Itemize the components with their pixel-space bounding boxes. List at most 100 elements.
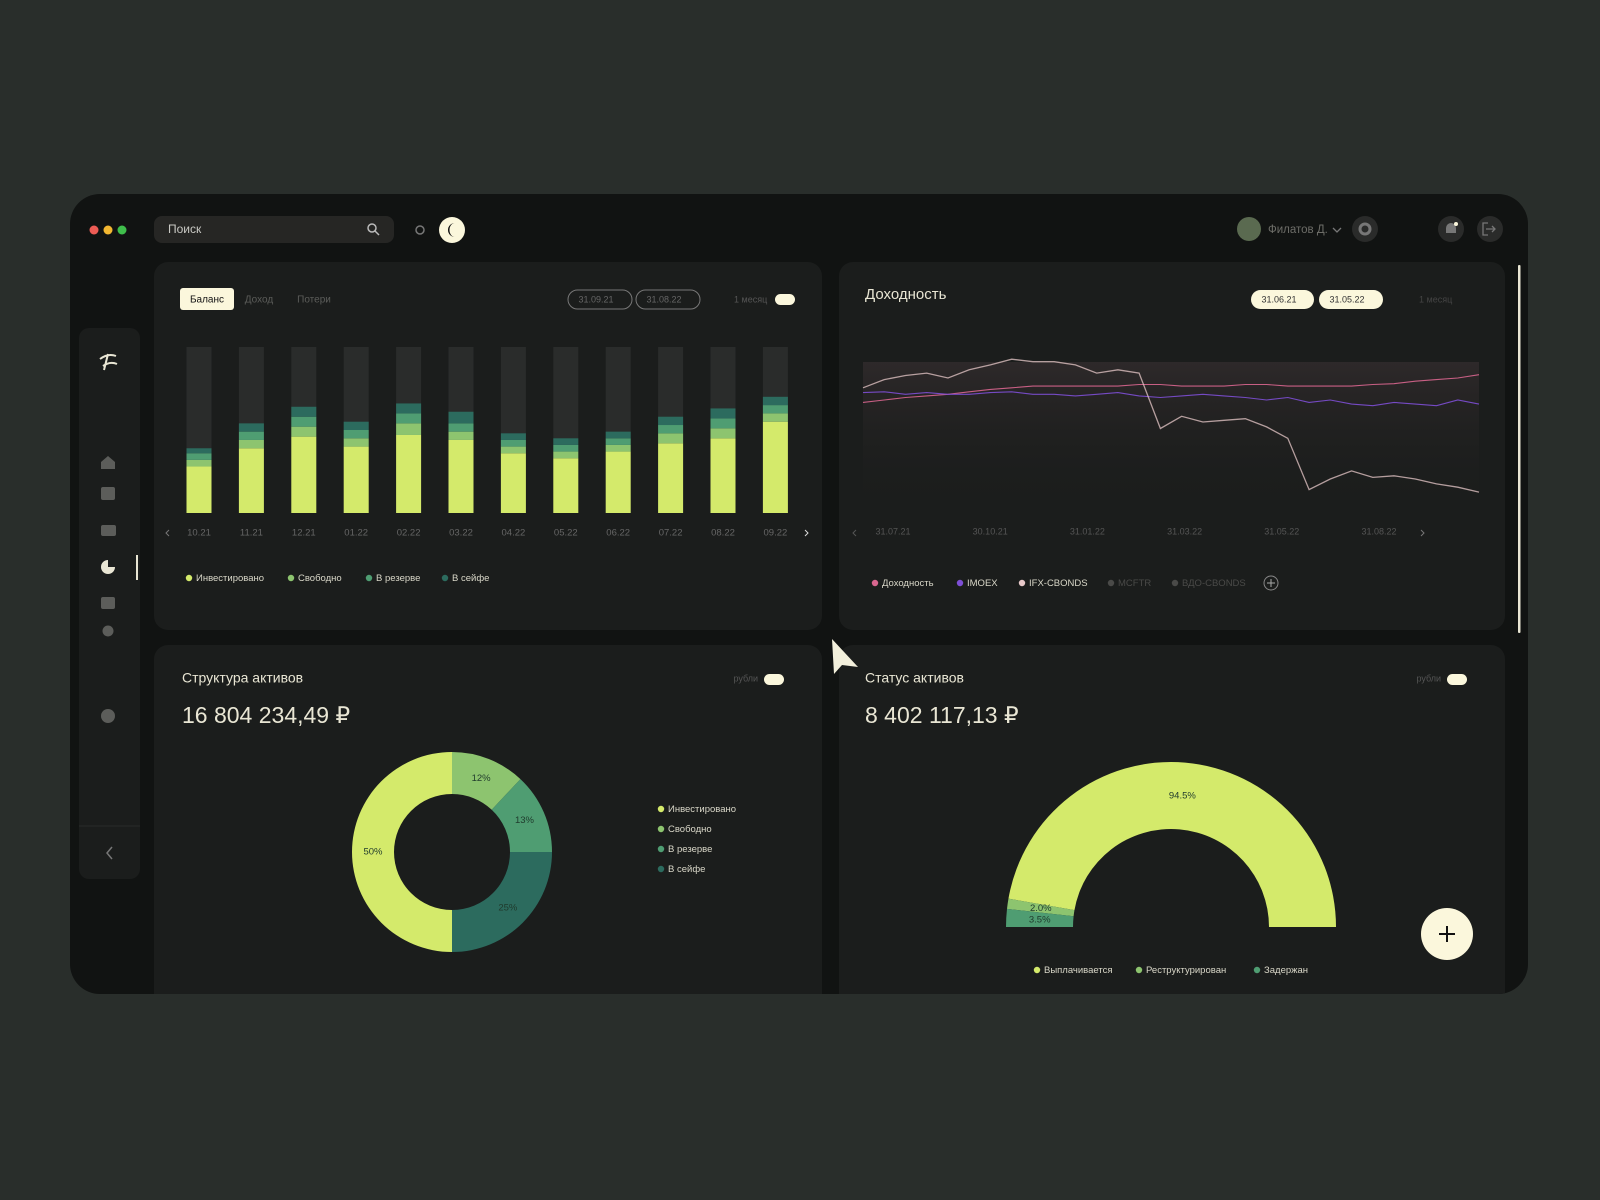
nav-ideas[interactable]: [102, 625, 114, 637]
nav-home[interactable]: [101, 456, 115, 469]
period-toggle[interactable]: [775, 294, 795, 305]
legend-label[interactable]: IMOEX: [967, 578, 998, 589]
cursor-arrow: [832, 639, 858, 674]
unit[interactable]: рубли: [1416, 673, 1441, 683]
bar-segment: [396, 413, 422, 424]
scrollbar[interactable]: [1518, 265, 1521, 633]
unit-toggle[interactable]: [764, 674, 784, 685]
date-from[interactable]: 31.09.21: [578, 294, 613, 304]
tab-active[interactable]: [180, 288, 234, 310]
tab[interactable]: Потери: [297, 295, 331, 306]
nav-reports[interactable]: [101, 487, 115, 500]
prev-arrow[interactable]: [852, 529, 857, 537]
legend-label[interactable]: MCFTR: [1118, 578, 1151, 589]
unit[interactable]: рубли: [733, 673, 758, 683]
date-to[interactable]: 31.05.22: [1329, 294, 1364, 304]
date-from[interactable]: 31.06.21: [1261, 294, 1296, 304]
bar-segment: [658, 443, 684, 513]
x-tick-label: 01.22: [344, 528, 368, 539]
legend-label[interactable]: Свободно: [668, 824, 712, 835]
plus-icon: [1439, 926, 1455, 942]
x-tick-label: 03.22: [449, 528, 473, 539]
logo[interactable]: [99, 353, 118, 371]
app-window: Поиск Филатов Д. Баланс Доход: [70, 194, 1528, 994]
x-tick-label: 31.01.22: [1070, 526, 1105, 536]
close-dot[interactable]: [89, 225, 99, 235]
search-icon-handle: [374, 230, 380, 236]
date-to[interactable]: 31.08.22: [646, 294, 681, 304]
minimize-dot[interactable]: [103, 225, 113, 235]
search-box[interactable]: [154, 216, 394, 243]
legend-label[interactable]: Инвестировано: [196, 573, 264, 584]
add-series-button[interactable]: [1263, 575, 1279, 591]
unit-toggle[interactable]: [1447, 674, 1467, 685]
total: 16 804 234,49 ₽: [182, 702, 350, 728]
bar-segment: [500, 433, 526, 440]
x-tick-label: 31.03.22: [1167, 526, 1202, 536]
period[interactable]: 1 месяц: [734, 294, 767, 304]
bar-segment: [343, 421, 369, 430]
legend-label[interactable]: IFX-CBONDS: [1029, 578, 1088, 589]
light-theme-button[interactable]: [415, 225, 425, 235]
date-from-pill[interactable]: [567, 289, 633, 310]
bar-segment: [500, 453, 526, 513]
legend-dot: [871, 579, 879, 587]
date-to-pill[interactable]: [635, 289, 701, 310]
bar-segment: [500, 439, 526, 447]
user-name[interactable]: Филатов Д.: [1268, 224, 1328, 236]
legend-dot: [185, 574, 193, 582]
period[interactable]: 1 месяц: [1419, 294, 1452, 304]
bar-segment: [238, 448, 264, 513]
yield-panel: Доходность 31.06.21 31.05.22 1 месяц 31.…: [839, 262, 1505, 630]
bar-segment: [710, 438, 736, 513]
collapse-button[interactable]: [106, 846, 113, 860]
slice: [1006, 908, 1074, 927]
status-chart: Статус активов рубли 8 402 117,13 ₽ 94.5…: [865, 670, 1473, 976]
nav-info[interactable]: [101, 709, 115, 723]
maximize-dot[interactable]: [117, 225, 127, 235]
legend-label[interactable]: Инвестировано: [668, 804, 736, 815]
legend-label[interactable]: В резерве: [376, 573, 420, 584]
legend-label[interactable]: Свободно: [298, 573, 342, 584]
prev-arrow[interactable]: [165, 529, 170, 537]
bar-segment: [605, 438, 631, 445]
x-tick-label: 05.22: [554, 528, 578, 539]
bar-segment: [186, 448, 212, 454]
bar-segment: [396, 403, 422, 414]
slice-label: 50%: [363, 847, 383, 858]
date-from-pill[interactable]: [1251, 290, 1314, 309]
tab[interactable]: Баланс: [190, 295, 224, 306]
x-tick-label: 12.21: [292, 528, 316, 539]
tab[interactable]: Доход: [245, 295, 274, 306]
bar-segment: [343, 438, 369, 447]
legend-label[interactable]: В сейфе: [668, 864, 705, 875]
dark-theme-button[interactable]: [439, 217, 465, 243]
legend-label[interactable]: ВДО-CBONDS: [1182, 578, 1246, 589]
panel-title: Статус активов: [865, 670, 964, 686]
date-to-pill[interactable]: [1319, 290, 1383, 309]
legend-label[interactable]: Задержан: [1264, 965, 1308, 976]
bar-segment: [186, 453, 212, 460]
bar-segment: [186, 466, 212, 513]
legend-label[interactable]: Выплачивается: [1044, 965, 1113, 976]
settings-icon: [1358, 222, 1372, 236]
legend-label[interactable]: В сейфе: [452, 573, 489, 584]
nav-structure[interactable]: [101, 560, 115, 574]
legend-label[interactable]: В резерве: [668, 844, 712, 855]
avatar[interactable]: [1237, 217, 1261, 241]
next-arrow[interactable]: [804, 529, 809, 537]
settings-button[interactable]: [1352, 216, 1378, 242]
x-tick-label: 10.21: [187, 528, 211, 539]
legend-label[interactable]: Доходность: [882, 578, 934, 589]
user-menu-caret[interactable]: [1332, 227, 1342, 233]
nav-analytics[interactable]: [101, 597, 115, 609]
bar-segment: [762, 396, 788, 406]
bar-segment: [762, 405, 788, 414]
next-arrow[interactable]: [1420, 529, 1425, 537]
bar-segment: [448, 423, 474, 432]
nav-portfolio[interactable]: [101, 525, 116, 536]
search-icon[interactable]: [367, 223, 377, 233]
legend-label[interactable]: Реструктурирован: [1146, 965, 1226, 976]
bar-segment: [553, 438, 579, 445]
bar-segment: [553, 451, 579, 459]
